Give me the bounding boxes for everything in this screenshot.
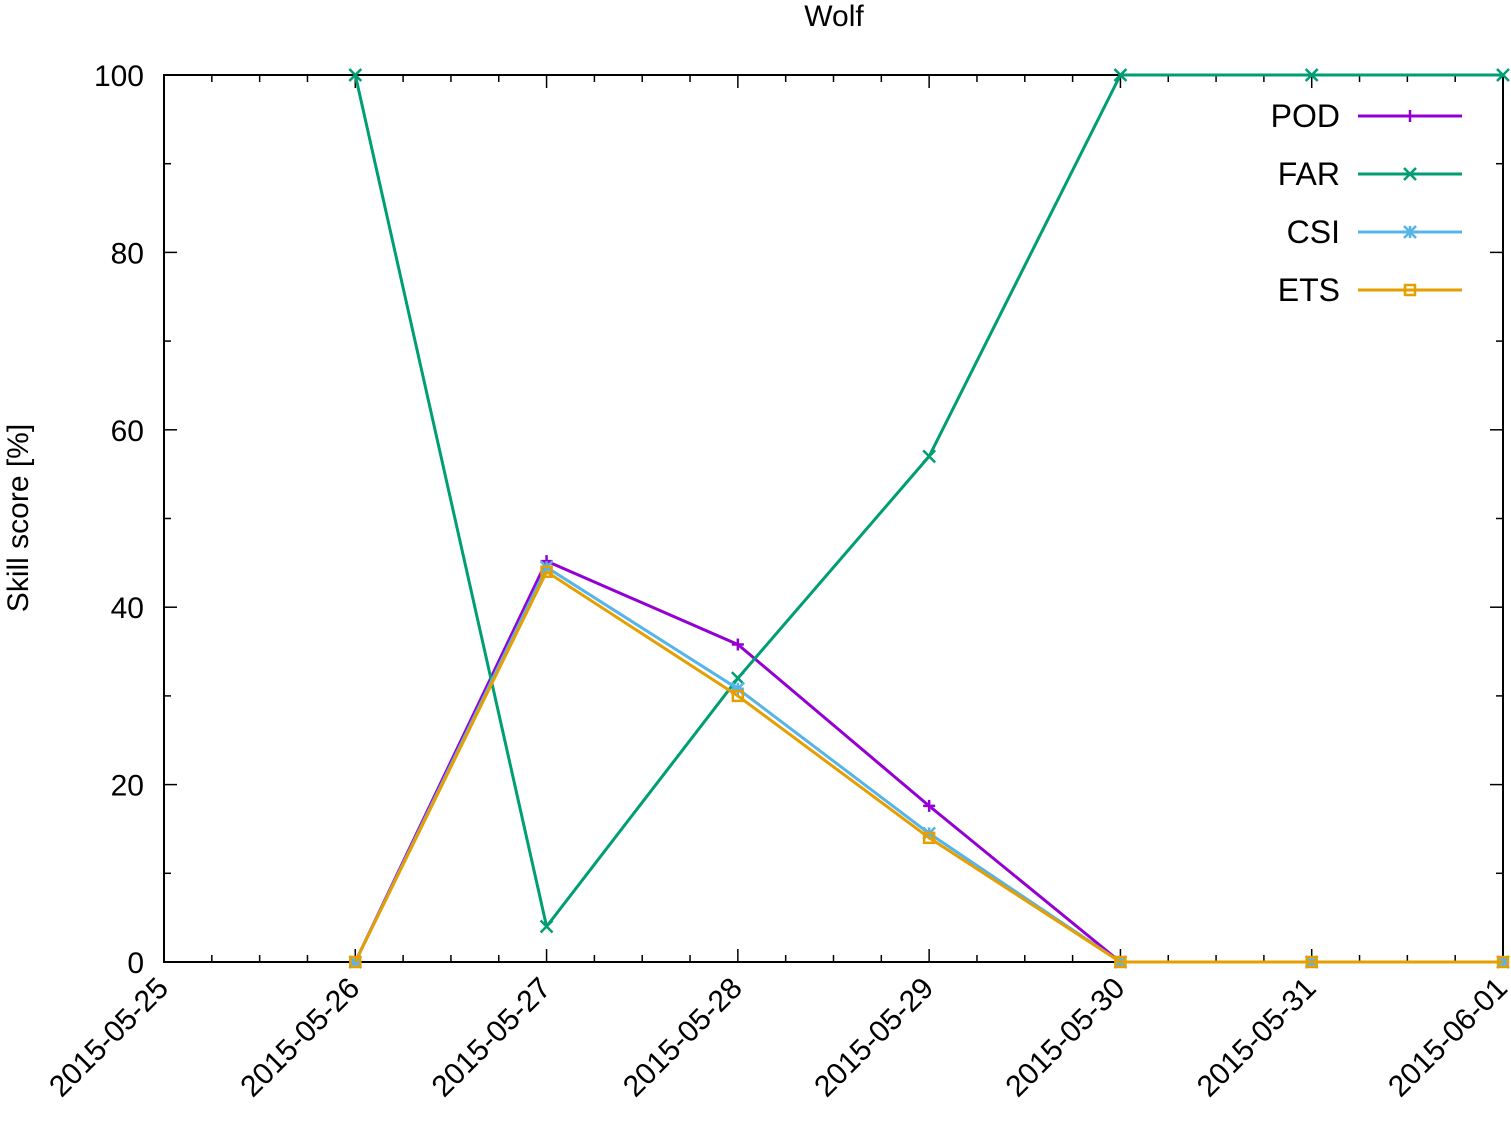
data-point-ets (349, 955, 362, 969)
y-tick-label: 0 (127, 947, 144, 980)
data-point-far (1496, 68, 1510, 82)
series-far (348, 68, 1510, 934)
x-tick-label: 2015-05-26 (234, 972, 366, 1104)
x-tick-label: 2015-06-01 (1382, 972, 1511, 1104)
data-point-far (922, 449, 937, 464)
data-point-pod (923, 799, 936, 812)
x-tick-label: 2015-05-29 (808, 972, 940, 1104)
plot-border (163, 74, 1504, 963)
data-point-ets (731, 689, 745, 703)
y-tick-label: 80 (111, 237, 144, 270)
legend-label-csi: CSI (1287, 214, 1340, 250)
x-tick-label: 2015-05-30 (1000, 972, 1132, 1104)
data-point-csi (730, 681, 745, 696)
x-tick-label: 2015-05-31 (1191, 972, 1323, 1104)
data-point-csi (348, 955, 363, 969)
legend-label-pod: POD (1271, 98, 1340, 134)
data-point-far (1113, 68, 1128, 82)
legend-marker-pod (1404, 110, 1416, 122)
series-line-ets (353, 570, 1503, 964)
data-point-ets (1114, 955, 1127, 969)
x-tick-label: 2015-05-28 (617, 972, 749, 1104)
data-point-ets (540, 565, 553, 578)
data-point-ets (1305, 955, 1318, 969)
data-point-far (348, 68, 363, 82)
series-line-far (353, 73, 1503, 928)
legend-marker-ets (1403, 283, 1417, 297)
legend-label-far: FAR (1278, 156, 1340, 192)
series-line-csi (353, 565, 1503, 964)
data-point-ets (922, 831, 936, 845)
data-point-far (1304, 68, 1319, 82)
legend-label-ets: ETS (1278, 272, 1340, 308)
x-tick-label: 2015-05-27 (426, 972, 558, 1104)
legend-marker-csi (1403, 225, 1417, 239)
x-tick-label: 2015-05-25 (43, 972, 175, 1104)
data-point-ets (1496, 955, 1510, 969)
legend: POD FAR CSI ETS (1271, 98, 1462, 308)
chart-title: Wolf (804, 0, 864, 33)
data-point-pod (731, 638, 744, 651)
y-tick-label: 40 (111, 592, 144, 625)
series-layer (348, 68, 1510, 969)
data-point-far (730, 671, 745, 686)
legend-marker-far (1403, 167, 1417, 181)
y-axis-label: Skill score [%] (2, 424, 35, 612)
y-tick-label: 100 (94, 60, 144, 93)
data-point-far (539, 919, 554, 934)
series-line-pod (353, 559, 1503, 964)
series-ets (349, 565, 1510, 969)
y-tick-label: 20 (111, 770, 144, 803)
y-tick-label: 60 (111, 415, 144, 448)
